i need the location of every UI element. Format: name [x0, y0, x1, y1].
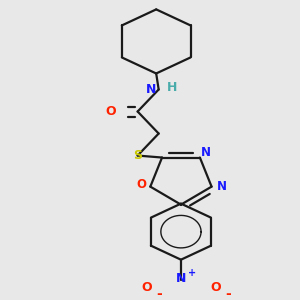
- Text: H: H: [167, 81, 178, 94]
- Text: N: N: [176, 272, 186, 285]
- Text: +: +: [188, 268, 196, 278]
- Text: N: N: [217, 180, 226, 193]
- Text: -: -: [225, 287, 231, 300]
- Text: O: O: [105, 105, 116, 118]
- Text: N: N: [146, 83, 156, 96]
- Text: O: O: [137, 178, 147, 191]
- Text: N: N: [201, 146, 211, 159]
- Text: -: -: [156, 287, 161, 300]
- Text: S: S: [133, 149, 142, 162]
- Text: O: O: [210, 281, 221, 294]
- Text: O: O: [141, 281, 152, 294]
